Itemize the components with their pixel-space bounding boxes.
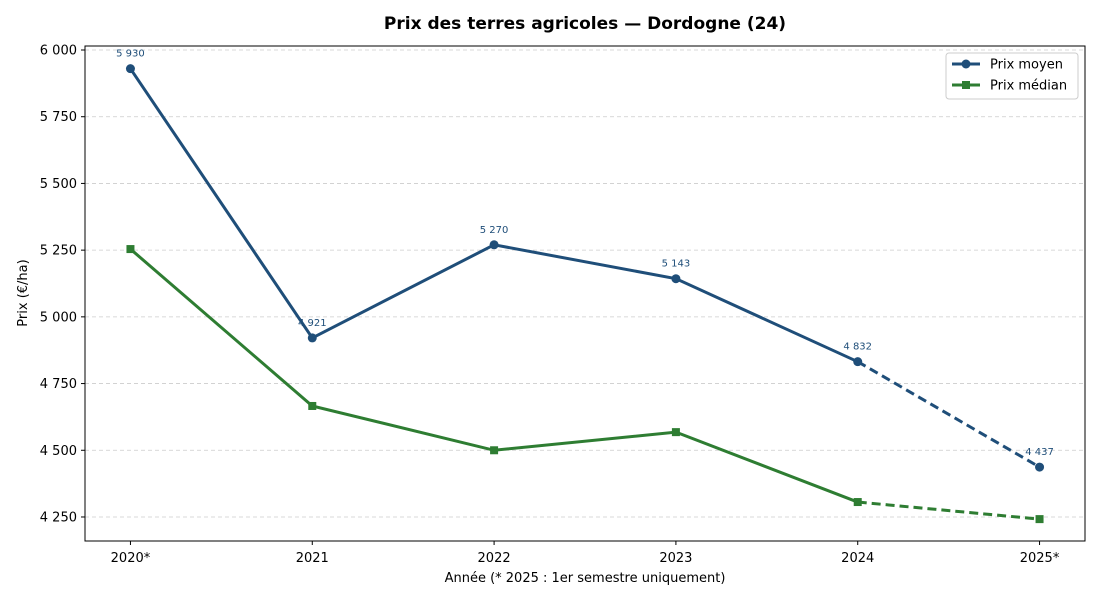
chart-title: Prix des terres agricoles — Dordogne (24… xyxy=(384,14,786,34)
legend-marker xyxy=(962,81,970,89)
series-layer: 5 930 4 921 5 270 5 143 4 832 4 437 xyxy=(116,49,1054,524)
data-label: 4 832 xyxy=(843,342,872,353)
data-point xyxy=(853,498,862,507)
series-line-median xyxy=(129,247,859,504)
series-line-dashed xyxy=(857,500,1040,521)
y-tick-label: 4 750 xyxy=(40,377,77,392)
x-axis-label: Année (* 2025 : 1er semestre uniquement) xyxy=(445,571,726,586)
x-axis: 2020* 2021 2022 2023 2024 2025* xyxy=(111,541,1060,566)
data-point xyxy=(490,446,499,455)
data-label: 4 437 xyxy=(1025,447,1054,458)
legend-label: Prix moyen xyxy=(990,58,1063,73)
legend-label: Prix médian xyxy=(990,79,1067,94)
x-tick-label: 2021 xyxy=(296,551,329,566)
x-tick-label: 2024 xyxy=(841,551,874,566)
data-label: 5 930 xyxy=(116,49,145,60)
data-label: 4 921 xyxy=(298,318,327,329)
data-label: 5 143 xyxy=(662,259,691,270)
data-point xyxy=(671,428,680,437)
data-point xyxy=(308,401,317,410)
x-tick-label: 2020* xyxy=(111,551,151,566)
data-point xyxy=(1035,462,1045,472)
plot-frame xyxy=(84,45,1086,542)
legend: Prix moyen Prix médian xyxy=(945,52,1079,100)
y-axis: 4 250 4 500 4 750 5 000 5 250 5 500 5 750 6 000 xyxy=(40,44,85,525)
data-point xyxy=(1035,515,1044,524)
grid xyxy=(85,49,1085,518)
data-point xyxy=(853,357,863,367)
y-tick-label: 5 000 xyxy=(40,310,77,325)
series-line-mean xyxy=(129,67,859,364)
y-tick-label: 5 500 xyxy=(40,177,77,192)
x-tick-label: 2022 xyxy=(478,551,511,566)
y-tick-label: 4 500 xyxy=(40,444,77,459)
data-point xyxy=(126,245,135,254)
y-axis-label: Prix (€/ha) xyxy=(16,259,31,326)
x-tick-label: 2023 xyxy=(659,551,692,566)
data-point xyxy=(125,64,135,74)
y-tick-label: 4 250 xyxy=(40,510,77,525)
y-tick-label: 6 000 xyxy=(40,44,77,59)
series-line-dashed xyxy=(856,360,1041,469)
data-point xyxy=(307,333,317,343)
data-point xyxy=(671,274,681,284)
legend-marker xyxy=(961,59,971,69)
y-tick-label: 5 250 xyxy=(40,244,77,259)
data-point xyxy=(489,240,499,250)
y-tick-label: 5 750 xyxy=(40,110,77,125)
data-label: 5 270 xyxy=(480,225,509,236)
x-tick-label: 2025* xyxy=(1020,551,1060,566)
